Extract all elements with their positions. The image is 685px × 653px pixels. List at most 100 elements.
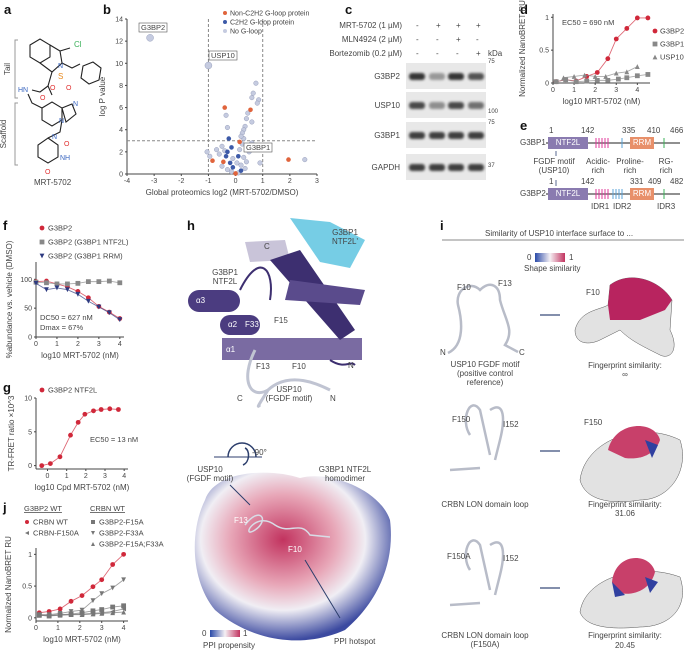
y-tick-label: 1 [545, 15, 549, 22]
x-tick-label: 4 [635, 87, 639, 94]
data-point [96, 279, 102, 285]
legend-label: G3BP2-F15A;F33A [99, 540, 164, 549]
rrm-domain-g3bp2: RRM [630, 188, 654, 200]
c-terminus-label: C [264, 242, 270, 251]
proline-rich-label: Proline-rich [616, 157, 644, 175]
data-point [39, 253, 45, 259]
data-point [204, 149, 210, 155]
data-point [65, 281, 70, 287]
lane-sign: - [436, 49, 439, 58]
atom-o: O [40, 95, 46, 102]
position-label: 410 [647, 126, 661, 135]
lane-sign: - [416, 35, 419, 44]
data-point [238, 162, 244, 168]
atom-n: N [59, 118, 64, 125]
data-point [107, 406, 113, 412]
data-point [238, 168, 244, 173]
y-tick-label: 0.5 [22, 584, 32, 591]
x-tick-label: -1 [205, 178, 211, 185]
band [467, 164, 484, 171]
surface-usp10-label: USP10 (FGDF motif) [186, 465, 234, 483]
blot-gapdh [406, 154, 486, 180]
compound-name: MRT-5702 [34, 178, 72, 187]
panel-label-g: g [3, 380, 11, 395]
legend-label: G3BP2-F15A [99, 518, 144, 527]
c-terminus-label: C [519, 348, 525, 357]
similarity-value: ∞ [622, 370, 628, 379]
surface-label: F150 [584, 418, 603, 427]
annotation-box [138, 22, 168, 33]
data-point [85, 279, 91, 285]
data-point [605, 56, 611, 62]
usp10-fgdf-label: USP10 (FGDF motif) [265, 385, 313, 403]
data-point [117, 317, 123, 323]
series-line [563, 66, 638, 79]
data-point [110, 562, 116, 567]
data-point [634, 64, 640, 69]
data-point [229, 145, 234, 150]
series-line [41, 408, 119, 467]
x-tick-label: 1 [261, 178, 265, 185]
data-point [47, 461, 53, 466]
data-point [121, 551, 127, 557]
colorbar-label: PPI propensity [203, 641, 256, 650]
data-point [68, 598, 74, 604]
x-tick-label: 0 [551, 87, 555, 94]
legend-group-label: CRBN WT [90, 504, 125, 513]
g3bp2-label: G3BP2 [520, 189, 546, 198]
rotation-label: -90° [252, 448, 267, 457]
data-point [228, 169, 234, 175]
data-point [243, 116, 249, 122]
legend-marker [223, 20, 227, 24]
data-point [652, 54, 658, 60]
x-axis-label: log10 MRT-5702 (nM) [563, 97, 641, 106]
data-point [79, 593, 85, 599]
x-axis-label: log10 MRT-5702 (nM) [41, 351, 119, 360]
legend-label: CRBN-F150A [33, 529, 79, 538]
x-tick-label: 0 [34, 625, 38, 632]
data-point [230, 155, 236, 161]
data-point [91, 520, 95, 524]
dmax-annotation: Dmax = 67% [40, 323, 83, 332]
band [428, 164, 445, 171]
atom-nh: NH [60, 155, 70, 162]
data-point [237, 147, 243, 153]
x-tick-label: -4 [124, 178, 130, 185]
data-point [106, 278, 112, 284]
marker-37: 37 [488, 163, 495, 169]
data-point [223, 153, 229, 159]
y-tick-label: 6 [119, 105, 123, 112]
data-point [225, 149, 230, 155]
data-point [121, 609, 127, 615]
x-tick-label: 3 [100, 625, 104, 632]
row-caption: CRBN LON domain loop [441, 500, 529, 509]
data-point [204, 61, 213, 70]
i152-label: I152 [503, 554, 519, 563]
data-point [652, 28, 658, 34]
blot-usp10 [406, 92, 486, 118]
y-tick-label: 0 [28, 463, 32, 470]
data-point [90, 608, 96, 614]
data-point [219, 163, 225, 169]
band [467, 73, 484, 80]
data-point [46, 613, 52, 619]
y-tick-label: 0.5 [539, 48, 549, 55]
lane-sign: + [476, 21, 481, 30]
band [428, 73, 445, 80]
data-point [254, 100, 260, 106]
x-tick-label: 4 [118, 341, 122, 348]
data-point [85, 298, 91, 304]
data-point [245, 110, 251, 116]
legend-label: G3BP2 [660, 27, 684, 36]
data-point [613, 70, 619, 76]
x-tick-label: 1 [572, 87, 576, 94]
x-tick-label: 2 [593, 87, 597, 94]
x-tick-label: -3 [151, 178, 157, 185]
blot-g3bp2 [406, 63, 486, 89]
data-point [116, 407, 121, 412]
y-axis-label: Normalized NanoBRET RU [4, 536, 13, 633]
annotation-label: G3BP1 [246, 143, 270, 152]
x-tick-label: 2 [288, 178, 292, 185]
legend-label: G3BP2 (G3BP1 RRM) [48, 252, 123, 261]
band [448, 102, 464, 109]
